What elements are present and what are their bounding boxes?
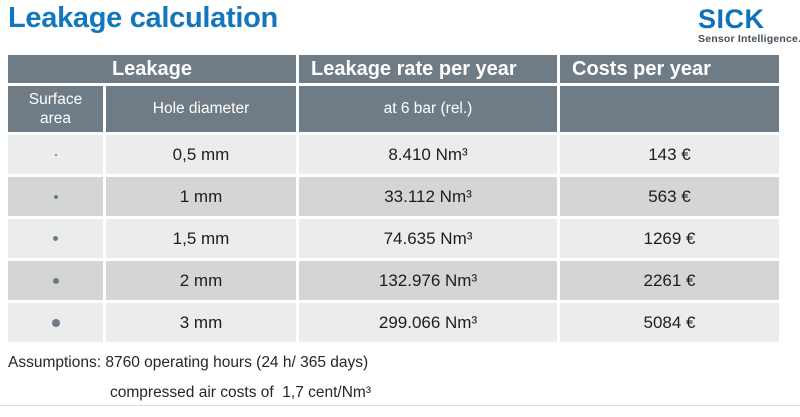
hole-diameter-cell: 0,5 mm [106,135,296,174]
surface-area-dot-cell [8,219,103,258]
assumptions-line-1: Assumptions: 8760 operating hours (24 h/… [8,354,369,371]
header-costs: Costs per year [560,55,779,83]
cost-cell: 2261 € [560,261,779,300]
surface-area-dot-cell [8,135,103,174]
assumptions-line-2: compressed air costs of 1,7 cent/Nm³ [110,384,372,401]
hole-diameter-cell: 1 mm [106,177,296,216]
leakage-rate-cell: 8.410 Nm³ [299,135,557,174]
hole-diameter-cell: 3 mm [106,303,296,342]
leakage-rate-cell: 299.066 Nm³ [299,303,557,342]
header-leakage-rate: Leakage rate per year [299,55,557,83]
surface-area-dot [51,318,60,327]
subheader-costs-empty [560,86,779,132]
subheader-surface-area: Surface area [8,86,103,132]
leakage-table: Leakage Leakage rate per year Costs per … [8,55,779,342]
cost-cell: 5084 € [560,303,779,342]
cost-cell: 1269 € [560,219,779,258]
surface-area-dot [53,194,58,199]
hole-diameter-cell: 1,5 mm [106,219,296,258]
hole-diameter-cell: 2 mm [106,261,296,300]
cost-cell: 143 € [560,135,779,174]
surface-area-dot-cell [8,261,103,300]
subheader-hole-diameter: Hole diameter [106,86,296,132]
header-leakage: Leakage [8,55,296,83]
sick-logo: SICK Sensor Intelligence. [698,4,800,46]
leakage-rate-cell: 132.976 Nm³ [299,261,557,300]
subheader-surface-area-label: Surface area [28,90,83,127]
sick-wordmark: SICK [698,4,765,34]
cost-cell: 563 € [560,177,779,216]
surface-area-dot-cell [8,177,103,216]
surface-area-dot [52,277,59,284]
page-title: Leakage calculation [8,2,278,34]
surface-area-dot [54,153,57,156]
sick-tagline: Sensor Intelligence. [698,33,800,45]
surface-area-dot [53,236,58,241]
bottom-divider [0,405,800,406]
surface-area-dot-cell [8,303,103,342]
subheader-pressure-condition: at 6 bar (rel.) [299,86,557,132]
leakage-rate-cell: 33.112 Nm³ [299,177,557,216]
leakage-rate-cell: 74.635 Nm³ [299,219,557,258]
